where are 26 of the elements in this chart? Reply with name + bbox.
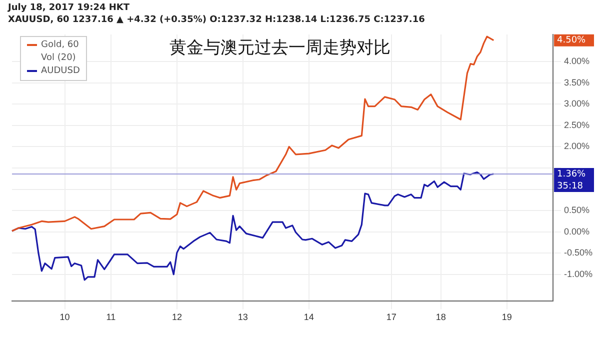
y-tick-label: 4.00% <box>564 56 590 66</box>
x-tick-label: 14 <box>304 312 314 322</box>
x-tick-label: 18 <box>436 312 446 322</box>
text: 4.50% <box>557 36 586 46</box>
text: July 18, 2017 19:24 HKT <box>8 2 131 14</box>
chart-title: 黄金与澳元过去一周走势对比 <box>170 38 390 58</box>
legend-label: AUDUSD <box>40 65 80 78</box>
y-tick-label: 0.00% <box>564 226 590 236</box>
y-tick-label: 0.50% <box>564 205 590 216</box>
text: XAUUSD, 60 1237.16 ▲ +4.32 (+0.35%) O:1237.32 H:1238.14 L:1236.75 C:1237.16 <box>8 14 425 26</box>
x-tick-label: 12 <box>172 312 182 322</box>
ref-line-label: 1.36% <box>557 169 586 180</box>
y-tick-label: -1.00% <box>564 268 593 279</box>
y-tick-label: -0.50% <box>564 248 593 258</box>
y-tick-label: 3.50% <box>564 77 590 88</box>
y-tick-label: 2.00% <box>564 141 590 152</box>
y-tick-label: 3.00% <box>564 98 590 109</box>
x-tick-label: 19 <box>502 312 512 322</box>
text: 35:18 <box>557 181 584 192</box>
x-tick-label: 17 <box>386 312 396 322</box>
x-tick-label: 13 <box>238 312 248 322</box>
y-tick-label: 2.50% <box>564 120 590 130</box>
x-tick-label: 10 <box>60 312 70 322</box>
legend-label: Gold, 60 <box>40 39 80 52</box>
x-tick-label: 11 <box>106 312 116 322</box>
annotation: Vol (20) <box>40 52 77 65</box>
